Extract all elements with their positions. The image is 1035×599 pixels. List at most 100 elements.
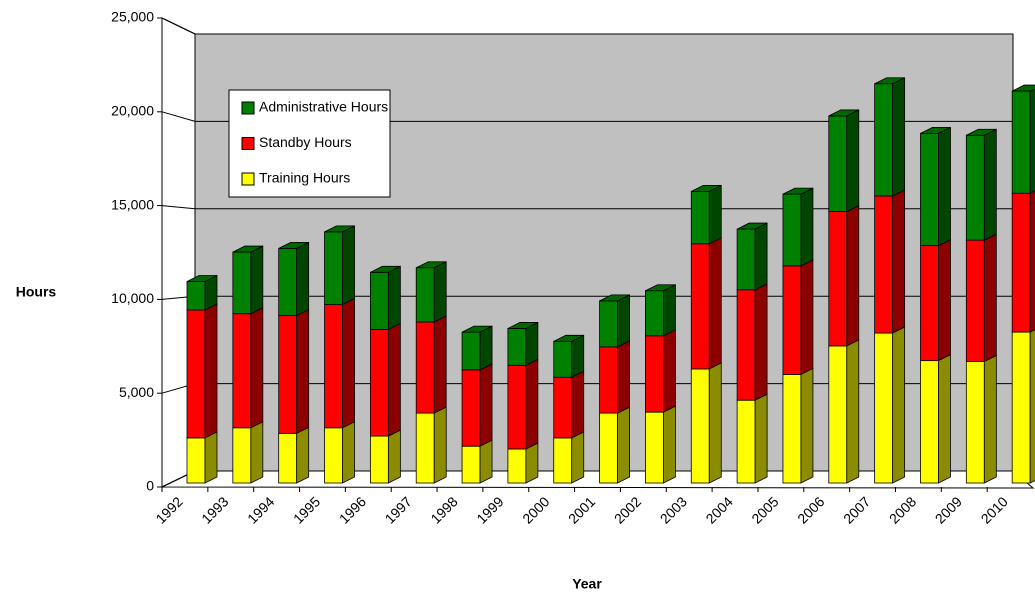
- y-tick-label: 0: [146, 478, 154, 494]
- legend-box: [228, 89, 391, 198]
- bar-segment: [736, 228, 756, 291]
- bar-side: [296, 241, 310, 317]
- bar-segment: [920, 245, 939, 362]
- bar-top: [736, 222, 768, 230]
- bar-top: [461, 325, 493, 333]
- bar-side: [938, 238, 951, 362]
- y-tick-label: 20,000: [111, 103, 154, 119]
- bar-segment: [965, 361, 985, 484]
- bar-side: [846, 109, 860, 213]
- bar-segment: [645, 335, 664, 413]
- bar-side: [433, 315, 447, 414]
- x-tick-label: 1994: [244, 493, 277, 526]
- bar-top: [416, 261, 447, 269]
- legend-label: Standby Hours: [259, 134, 352, 150]
- bar-side: [525, 442, 539, 484]
- bar-segment: [415, 412, 435, 484]
- bar-segment: [232, 251, 252, 315]
- bar-segment: [415, 321, 435, 414]
- x-tick-label: 2009: [932, 493, 965, 526]
- bar-side: [433, 261, 447, 323]
- bar-side: [800, 259, 814, 376]
- bar-segment: [690, 368, 710, 484]
- y-tick-label: 5,000: [119, 384, 154, 400]
- grid-line: [161, 205, 1013, 210]
- x-tick-label: 2002: [611, 493, 644, 526]
- bar-segment: [874, 332, 894, 484]
- x-tick-label: 2007: [840, 493, 873, 526]
- bar-segment: [324, 427, 343, 484]
- legend-label: Training Hours: [259, 170, 350, 186]
- bar-segment: [553, 437, 573, 484]
- bar-side: [892, 326, 906, 484]
- x-axis-label: Year: [572, 576, 602, 592]
- bar-segment: [874, 195, 894, 334]
- bar-segment: [736, 399, 756, 484]
- bar-side: [1029, 190, 1035, 333]
- bar-segment: [920, 360, 939, 484]
- bar-side: [983, 354, 997, 484]
- x-tick-label: 2006: [794, 493, 827, 526]
- bar-segment: [369, 435, 389, 484]
- bar-segment: [324, 231, 343, 305]
- x-tick-label: 2008: [886, 493, 919, 526]
- bar-segment: [645, 290, 664, 337]
- bar-side: [617, 340, 630, 414]
- bar-segment: [369, 328, 389, 437]
- bar-side: [204, 303, 218, 439]
- bar-side: [846, 204, 860, 347]
- bar-side: [250, 307, 264, 429]
- x-tick-label: 1997: [382, 493, 415, 526]
- bar-side: [892, 77, 906, 197]
- bar-segment: [828, 115, 848, 212]
- bar-side: [800, 367, 814, 484]
- bar-segment: [599, 346, 618, 414]
- bar-side: [479, 439, 493, 484]
- bar-side: [387, 322, 401, 437]
- bar-side: [204, 431, 218, 484]
- bar-side: [617, 294, 630, 348]
- bar-side: [296, 426, 310, 484]
- bar-segment: [1011, 90, 1031, 194]
- bar-side: [754, 283, 768, 401]
- bar-top: [370, 265, 401, 273]
- bar-segment: [278, 432, 298, 484]
- bar-side: [983, 233, 997, 363]
- bar-segment: [828, 345, 848, 484]
- bar-segment: [186, 281, 206, 311]
- x-tick-label: 2004: [703, 493, 736, 526]
- bar-side: [663, 405, 676, 484]
- bar-top: [553, 334, 584, 342]
- bar-top: [920, 127, 951, 134]
- bar-side: [708, 237, 722, 370]
- bar-segment: [461, 369, 481, 447]
- bar-segment: [874, 83, 894, 197]
- bar-segment: [782, 374, 802, 484]
- bar-side: [754, 222, 768, 291]
- x-tick-label: 1999: [473, 493, 506, 526]
- bar-top: [782, 187, 814, 195]
- bar-side: [250, 245, 264, 315]
- bar-side: [892, 189, 906, 334]
- grid-line: [161, 17, 1013, 35]
- x-tick-label: 1992: [152, 493, 185, 526]
- bar-top: [645, 284, 676, 292]
- bar-side: [938, 353, 951, 484]
- bar-segment: [186, 437, 206, 484]
- bar-segment: [278, 315, 298, 434]
- bar-side: [571, 334, 585, 378]
- bar-side: [342, 225, 355, 306]
- bar-segment: [645, 411, 664, 484]
- x-tick-label: 1993: [198, 493, 231, 526]
- x-tick-label: 1996: [336, 493, 369, 526]
- bar-segment: [782, 265, 802, 375]
- bar-side: [250, 421, 264, 484]
- bar-side: [387, 429, 401, 484]
- bar-segment: [186, 309, 206, 439]
- bar-side: [342, 421, 355, 484]
- bar-side: [754, 393, 768, 484]
- x-tick-label: 1995: [290, 493, 323, 526]
- bar-top: [324, 225, 355, 233]
- bar-side: [571, 431, 585, 484]
